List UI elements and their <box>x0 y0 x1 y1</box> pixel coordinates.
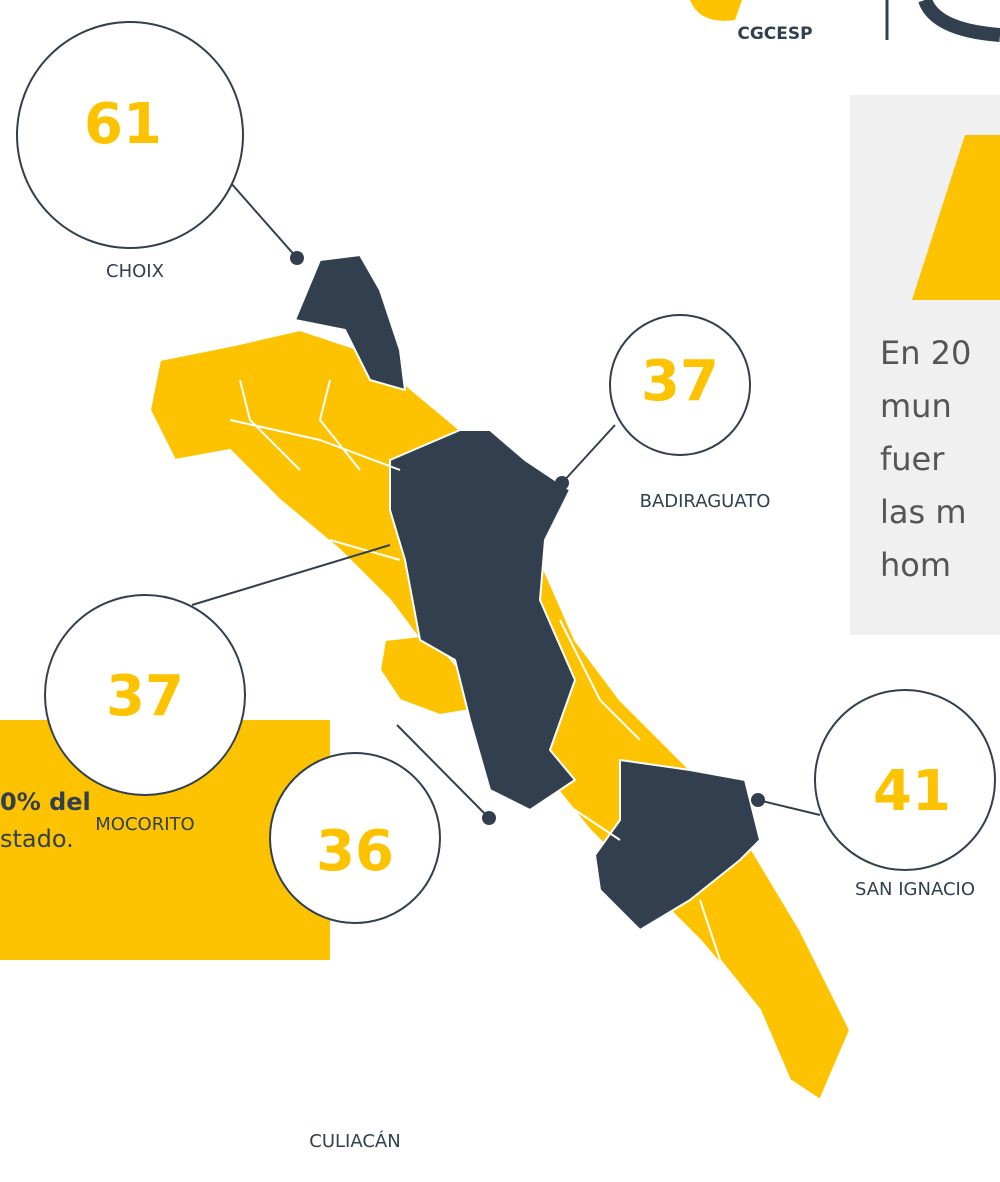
note-line: En 20 <box>880 334 971 372</box>
callout-circle <box>44 594 246 796</box>
leader-line <box>561 424 616 484</box>
map <box>149 254 851 1101</box>
leader-dot <box>751 793 765 807</box>
callout-circle <box>814 689 996 871</box>
callout-name: CHOIX <box>106 261 164 282</box>
callout-name: BADIRAGUATO <box>640 491 771 512</box>
callout-name: CULIACÁN <box>309 1130 400 1152</box>
leader-line <box>396 724 490 819</box>
callout-value: 37 <box>641 349 719 414</box>
leader-line <box>757 799 821 816</box>
leader-line <box>229 181 298 259</box>
banner-line: 0% del <box>0 788 91 816</box>
callout-name: SAN IGNACIO <box>855 879 975 900</box>
note-line: las m <box>880 493 967 531</box>
note-line: hom <box>880 546 951 584</box>
logo-text: CGCESP <box>737 24 812 44</box>
region <box>594 759 761 931</box>
callout-value: 41 <box>873 759 951 824</box>
leader-dot <box>555 476 569 490</box>
region <box>389 429 576 811</box>
note-line: mun <box>880 387 952 425</box>
logo-mark <box>690 0 742 21</box>
logo-arc <box>918 0 1000 42</box>
leader-line <box>191 544 391 606</box>
callout-value: 36 <box>316 819 394 884</box>
callout-value: 37 <box>106 664 184 729</box>
region <box>294 254 406 391</box>
callout-circle <box>269 752 441 924</box>
leader-dot <box>482 811 496 825</box>
callout-name: MOCORITO <box>95 814 194 835</box>
warning-icon <box>912 135 1000 300</box>
note-line: fuer <box>880 440 945 478</box>
banner-line: stado. <box>0 825 74 853</box>
leader-dot <box>290 251 304 265</box>
callout-value: 61 <box>84 92 162 157</box>
callout-circle <box>16 21 244 249</box>
region-border <box>229 379 761 1011</box>
callout-circle <box>609 314 751 456</box>
